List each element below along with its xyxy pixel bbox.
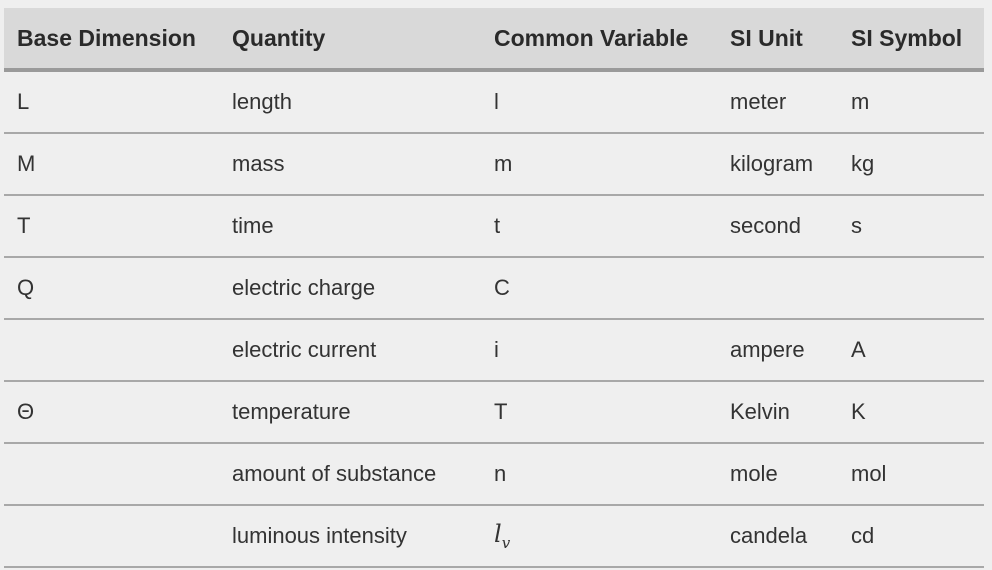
cell-quantity: time bbox=[219, 195, 481, 258]
cell-dimension bbox=[4, 319, 219, 382]
table-row: amount of substance n mole mol bbox=[4, 443, 984, 506]
cell-symbol: kg bbox=[838, 133, 984, 196]
cell-quantity: electric current bbox=[219, 319, 481, 382]
cell-quantity: amount of substance bbox=[219, 443, 481, 506]
cell-dimension bbox=[4, 505, 219, 568]
table-header-row: Base Dimension Quantity Common Variable … bbox=[4, 8, 984, 72]
math-variable-base: l bbox=[494, 520, 502, 549]
table-row: Q electric charge C bbox=[4, 257, 984, 320]
cell-variable: i bbox=[481, 319, 717, 382]
table-row: electric current i ampere A bbox=[4, 319, 984, 382]
cell-symbol: cd bbox=[838, 505, 984, 568]
table-row: Θ temperature T Kelvin K bbox=[4, 381, 984, 444]
cell-dimension: M bbox=[4, 133, 219, 196]
header-si-unit: SI Unit bbox=[717, 8, 838, 72]
cell-quantity: electric charge bbox=[219, 257, 481, 320]
cell-quantity: luminous intensity bbox=[219, 505, 481, 568]
cell-symbol: A bbox=[838, 319, 984, 382]
cell-variable: C bbox=[481, 257, 717, 320]
cell-symbol bbox=[838, 257, 984, 320]
math-variable-subscript: v bbox=[501, 533, 511, 552]
cell-dimension: L bbox=[4, 70, 219, 134]
cell-unit bbox=[717, 257, 838, 320]
cell-unit: meter bbox=[717, 70, 838, 134]
cell-variable: n bbox=[481, 443, 717, 506]
cell-symbol: s bbox=[838, 195, 984, 258]
cell-variable: m bbox=[481, 133, 717, 196]
cell-unit: second bbox=[717, 195, 838, 258]
cell-symbol: mol bbox=[838, 443, 984, 506]
cell-quantity: length bbox=[219, 70, 481, 134]
cell-dimension bbox=[4, 443, 219, 506]
cell-quantity: temperature bbox=[219, 381, 481, 444]
header-base-dimension: Base Dimension bbox=[4, 8, 219, 72]
table-row: M mass m kilogram kg bbox=[4, 133, 984, 196]
cell-symbol: K bbox=[838, 381, 984, 444]
cell-variable: lv bbox=[481, 505, 717, 568]
header-si-symbol: SI Symbol bbox=[838, 8, 984, 72]
cell-unit: kilogram bbox=[717, 133, 838, 196]
header-quantity: Quantity bbox=[219, 8, 481, 72]
cell-variable: l bbox=[481, 70, 717, 134]
math-variable: lv bbox=[494, 520, 510, 552]
cell-dimension: Θ bbox=[4, 381, 219, 444]
cell-unit: ampere bbox=[717, 319, 838, 382]
cell-unit: Kelvin bbox=[717, 381, 838, 444]
table-row: luminous intensity lv candela cd bbox=[4, 505, 984, 568]
si-units-table: Base Dimension Quantity Common Variable … bbox=[4, 8, 984, 568]
cell-dimension: Q bbox=[4, 257, 219, 320]
si-units-table-container: Base Dimension Quantity Common Variable … bbox=[4, 8, 984, 568]
table-row: T time t second s bbox=[4, 195, 984, 258]
cell-variable: T bbox=[481, 381, 717, 444]
header-common-variable: Common Variable bbox=[481, 8, 717, 72]
cell-dimension: T bbox=[4, 195, 219, 258]
cell-symbol: m bbox=[838, 70, 984, 134]
cell-unit: candela bbox=[717, 505, 838, 568]
table-row: L length l meter m bbox=[4, 70, 984, 134]
cell-variable: t bbox=[481, 195, 717, 258]
cell-quantity: mass bbox=[219, 133, 481, 196]
cell-unit: mole bbox=[717, 443, 838, 506]
